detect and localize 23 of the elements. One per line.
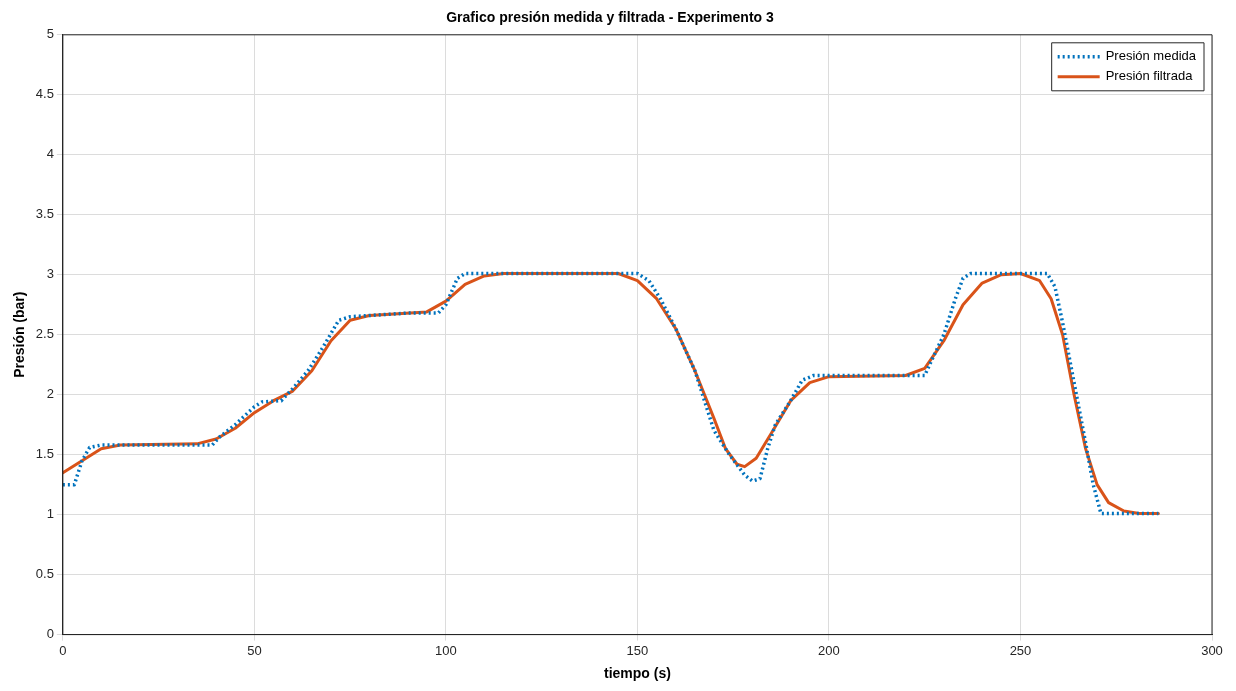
y-tick-label: 4 — [46, 146, 54, 162]
y-tick-label: 2.5 — [35, 326, 54, 342]
x-axis-title: tiempo (s) — [603, 665, 671, 682]
y-tick-label: 3 — [46, 266, 54, 282]
y-tick-label: 2 — [46, 386, 54, 402]
x-tick-label: 300 — [1201, 642, 1223, 658]
y-tick-label: 0.5 — [35, 566, 54, 582]
x-tick-label: 0 — [59, 642, 67, 658]
y-tick-label: 1.5 — [35, 446, 54, 462]
x-tick-label: 250 — [1009, 642, 1032, 658]
x-tick-label: 100 — [435, 642, 457, 658]
x-tick-label: 200 — [818, 642, 840, 658]
y-tick-label: 4.5 — [35, 86, 54, 102]
legend-label: Presión filtrada — [1105, 68, 1194, 84]
y-tick-label: 5 — [46, 26, 54, 42]
legend-label: Presión medida — [1105, 48, 1197, 64]
y-tick-label: 0 — [46, 626, 54, 642]
y-tick-label: 1 — [46, 506, 54, 522]
y-tick-label: 3.5 — [35, 206, 54, 222]
x-tick-label: 150 — [626, 642, 649, 658]
y-axis-title: Presión (bar) — [11, 291, 28, 378]
chart-title: Grafico presión medida y filtrada - Experimento 3 — [446, 9, 774, 26]
x-tick-label: 50 — [247, 642, 262, 658]
